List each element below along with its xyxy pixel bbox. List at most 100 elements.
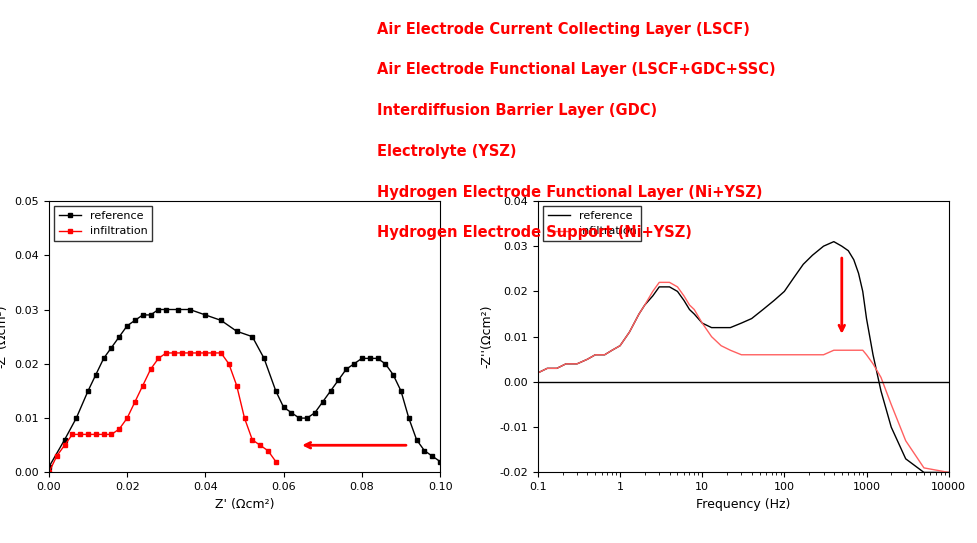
reference	[199, 312, 211, 318]
infiltration	[59, 442, 70, 449]
reference	[560, 361, 572, 367]
reference	[778, 288, 789, 295]
infiltration	[571, 361, 582, 367]
reference	[550, 365, 562, 371]
reference	[82, 388, 94, 394]
reference	[277, 404, 289, 411]
reference	[356, 355, 367, 362]
reference	[340, 366, 352, 372]
infiltration	[82, 431, 94, 438]
infiltration	[168, 350, 180, 356]
reference	[705, 324, 717, 331]
infiltration	[663, 279, 675, 286]
reference	[867, 351, 878, 358]
reference	[371, 355, 383, 362]
reference	[653, 283, 664, 290]
infiltration	[152, 355, 164, 362]
reference	[160, 306, 172, 313]
reference	[683, 306, 695, 313]
reference	[847, 256, 859, 263]
infiltration	[215, 350, 227, 356]
infiltration	[646, 288, 658, 295]
infiltration	[598, 351, 610, 358]
reference	[59, 437, 70, 443]
Line: infiltration: infiltration	[47, 351, 277, 475]
Text: Air Electrode Current Collecting Layer (LSCF): Air Electrode Current Collecting Layer (…	[376, 22, 748, 37]
reference	[688, 311, 700, 317]
infiltration	[176, 350, 188, 356]
infiltration	[541, 365, 553, 371]
infiltration	[724, 347, 736, 353]
Text: Interdiffusion Barrier Layer (GDC): Interdiffusion Barrier Layer (GDC)	[376, 103, 656, 118]
infiltration	[246, 437, 258, 443]
infiltration	[874, 374, 886, 381]
reference	[348, 361, 360, 367]
reference	[787, 275, 799, 281]
reference	[796, 261, 808, 268]
Text: Air Electrode Functional Layer (LSCF+GDC+SSC): Air Electrode Functional Layer (LSCF+GDC…	[376, 62, 775, 78]
reference	[531, 370, 543, 376]
infiltration	[899, 438, 911, 444]
reference	[828, 238, 839, 245]
reference	[410, 437, 422, 443]
reference	[696, 320, 707, 326]
reference	[258, 355, 270, 362]
infiltration	[581, 356, 593, 363]
reference	[332, 377, 344, 383]
reference	[309, 409, 320, 416]
reference	[145, 312, 156, 318]
reference	[735, 320, 746, 326]
infiltration	[683, 302, 695, 308]
reference	[324, 388, 336, 394]
infiltration	[90, 431, 102, 438]
reference	[874, 388, 886, 394]
reference	[184, 306, 195, 313]
infiltration	[254, 442, 266, 449]
reference	[285, 409, 297, 416]
infiltration	[756, 351, 768, 358]
reference	[581, 356, 593, 363]
infiltration	[129, 399, 141, 405]
infiltration	[942, 469, 954, 476]
X-axis label: Frequency (Hz): Frequency (Hz)	[696, 498, 789, 510]
infiltration	[828, 347, 839, 353]
reference	[817, 243, 828, 249]
infiltration	[817, 351, 828, 358]
reference	[806, 252, 818, 258]
reference	[363, 355, 375, 362]
reference	[152, 306, 164, 313]
reference	[768, 297, 780, 304]
reference	[418, 447, 430, 454]
Y-axis label: -Z''(Ωcm²): -Z''(Ωcm²)	[0, 305, 9, 368]
infiltration	[653, 279, 664, 286]
reference	[852, 270, 864, 276]
infiltration	[560, 361, 572, 367]
reference	[724, 324, 736, 331]
X-axis label: Z' (Ωcm²): Z' (Ωcm²)	[215, 498, 274, 510]
infiltration	[231, 382, 242, 389]
reference	[129, 317, 141, 324]
Text: Electrolyte (YSZ): Electrolyte (YSZ)	[376, 144, 516, 159]
infiltration	[638, 302, 650, 308]
reference	[671, 288, 683, 295]
reference	[403, 415, 414, 421]
reference	[745, 315, 757, 322]
reference	[598, 351, 610, 358]
infiltration	[677, 293, 689, 299]
infiltration	[43, 469, 55, 476]
infiltration	[841, 347, 853, 353]
reference	[113, 333, 125, 340]
reference	[856, 288, 868, 295]
infiltration	[606, 347, 617, 353]
reference	[899, 456, 911, 462]
infiltration	[917, 465, 929, 471]
Legend: reference, infiltration: reference, infiltration	[55, 206, 152, 241]
infiltration	[796, 351, 808, 358]
reference	[246, 333, 258, 340]
reference	[606, 347, 617, 353]
infiltration	[98, 431, 109, 438]
infiltration	[632, 311, 644, 317]
reference	[293, 415, 305, 421]
infiltration	[884, 401, 896, 408]
reference	[646, 293, 658, 299]
